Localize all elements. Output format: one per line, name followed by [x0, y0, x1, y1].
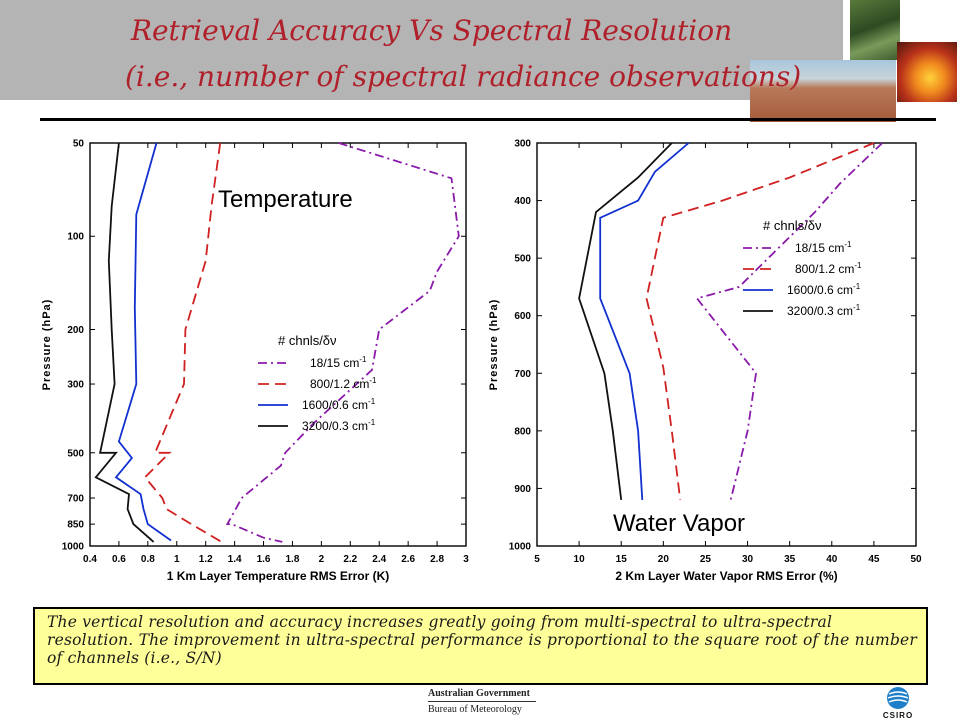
x-tick-label: 10: [574, 554, 586, 565]
y-tick-label: 500: [514, 254, 531, 265]
legend-entry-superscript: -1: [369, 376, 377, 385]
y-tick-label: 700: [67, 494, 84, 505]
x-tick-label: 25: [700, 554, 712, 565]
x-tick-label: 1.4: [228, 554, 242, 565]
y-tick-label: 300: [514, 139, 531, 150]
series-line: [599, 142, 690, 500]
y-tick-label: 900: [514, 484, 531, 495]
y-tick-label: 200: [67, 325, 84, 336]
y-tick-label: 1000: [62, 542, 85, 553]
y-tick-label: 400: [514, 196, 531, 207]
agency-name: Australian Government: [428, 688, 530, 699]
series-line: [645, 142, 875, 501]
legend-entry: 18/15 cm-1: [310, 355, 367, 370]
plot-frame: [536, 142, 917, 547]
y-tick-label: 850: [67, 520, 84, 531]
x-tick-label: 20: [658, 554, 670, 565]
series-line: [94, 142, 155, 543]
legend-title: # chnls/δν: [278, 333, 337, 348]
legend-entry-superscript: -1: [359, 355, 367, 364]
y-axis-label: Pressure (hPa): [488, 299, 500, 391]
legend-entry: 3200/0.3 cm-1: [787, 303, 861, 318]
legend-entry: 3200/0.3 cm-1: [302, 418, 376, 433]
agency-subtitle: Bureau of Meteorology: [428, 704, 522, 715]
x-tick-label: 1.6: [257, 554, 271, 565]
slide-title-line-1: Retrieval Accuracy Vs Spectral Resolutio…: [130, 14, 733, 47]
forest-photo: [850, 0, 900, 60]
x-axis-label: 1 Km Layer Temperature RMS Error (K): [167, 569, 390, 583]
y-tick-label: 300: [67, 380, 84, 391]
legend-entry-superscript: -1: [853, 282, 861, 291]
x-tick-label: 0.8: [141, 554, 155, 565]
y-tick-label: 800: [514, 426, 531, 437]
legend-entry-superscript: -1: [368, 397, 376, 406]
plot-frame: [89, 142, 467, 547]
y-tick-label: 1000: [509, 542, 532, 553]
slide-title-line-2: (i.e., number of spectral radiance obser…: [125, 60, 802, 93]
series-line: [225, 142, 460, 543]
legend-entry-superscript: -1: [854, 261, 862, 270]
x-tick-label: 1.2: [199, 554, 213, 565]
legend-entry: 800/1.2 cm-1: [795, 261, 862, 276]
field-photo: [750, 60, 896, 122]
chart-label: Water Vapor: [613, 510, 745, 537]
legend-entry: 800/1.2 cm-1: [310, 376, 377, 391]
caption-text: The vertical resolution and accuracy inc…: [47, 613, 918, 667]
x-tick-label: 2.8: [430, 554, 444, 565]
x-tick-label: 50: [910, 554, 922, 565]
title-band: [0, 0, 843, 100]
x-axis-label: 2 Km Layer Water Vapor RMS Error (%): [615, 569, 837, 583]
legend-entry-superscript: -1: [844, 240, 852, 249]
x-tick-label: 15: [616, 554, 628, 565]
y-tick-label: 600: [514, 311, 531, 322]
x-tick-label: 0.4: [83, 554, 97, 565]
y-tick-label: 700: [514, 369, 531, 380]
x-tick-label: 2: [319, 554, 325, 565]
water-vapor-chart: 5 10 15 20 25 30 35 40 45 50 300 400 500 600 700 800 900…: [488, 139, 922, 584]
x-tick-label: 3: [463, 554, 469, 565]
x-tick-label: 40: [826, 554, 838, 565]
x-tick-label: 2.2: [343, 554, 357, 565]
y-axis-label: Pressure (hPa): [41, 299, 53, 391]
legend-entry: 1600/0.6 cm-1: [787, 282, 861, 297]
x-tick-label: 1: [174, 554, 180, 565]
bushfire-photo: [897, 42, 957, 102]
legend-entry: 18/15 cm-1: [795, 240, 852, 255]
x-tick-label: 1.8: [286, 554, 300, 565]
series-line: [143, 142, 223, 543]
x-tick-label: 2.4: [372, 554, 386, 565]
legend-entry-superscript: -1: [853, 303, 861, 312]
temperature-chart: 0.4 0.6 0.8 1 1.2 1.4 1.6 1.8 2 2.2 2.4 2.6 2.8 3 50 10…: [41, 139, 469, 584]
x-tick-label: 2.6: [401, 554, 415, 565]
legend-entry: 1600/0.6 cm-1: [302, 397, 376, 412]
chart-label: Temperature: [218, 186, 353, 213]
series-line: [578, 142, 673, 501]
caption-box: The vertical resolution and accuracy inc…: [33, 607, 928, 685]
x-tick-label: 35: [784, 554, 796, 565]
title-underline: [40, 118, 936, 121]
x-tick-label: 45: [868, 554, 880, 565]
csiro-logo-icon: CSIRO: [883, 687, 913, 720]
x-tick-label: 30: [742, 554, 754, 565]
y-tick-label: 50: [73, 139, 85, 150]
legend-entry-superscript: -1: [368, 418, 376, 427]
agency-divider: [428, 701, 536, 702]
y-tick-label: 100: [67, 232, 84, 243]
x-tick-label: 5: [534, 554, 540, 565]
series-line: [695, 142, 883, 501]
y-tick-label: 500: [67, 448, 84, 459]
legend-title: # chnls/δν: [763, 218, 822, 233]
csiro-wordmark: CSIRO: [883, 711, 913, 720]
series-line: [114, 142, 172, 542]
x-tick-label: 0.6: [112, 554, 126, 565]
